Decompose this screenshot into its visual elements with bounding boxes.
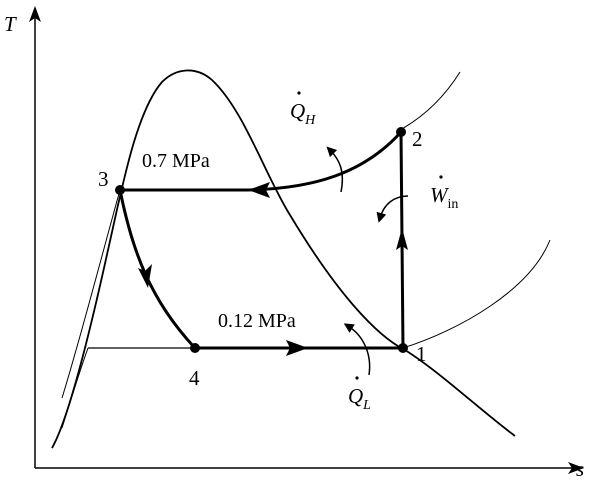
state-label-3: 3: [98, 167, 109, 191]
heat-in-subscript: L: [362, 398, 371, 413]
y-axis-label: T: [4, 12, 17, 36]
arrow-process-2-3: [248, 182, 270, 198]
isobar-high-right: [399, 71, 461, 131]
state-point-1: [398, 343, 408, 353]
work-in-label: W: [430, 183, 450, 207]
state-label-1: 1: [416, 342, 427, 366]
state-point-2: [396, 127, 406, 137]
heat-in-arrow: [343, 323, 371, 376]
x-axis-label: s: [576, 457, 584, 480]
heat-in-symbol: QL: [348, 376, 371, 413]
isobar-high-left: [61, 189, 121, 399]
heat-out-label: Q: [290, 99, 305, 123]
work-in-rate-dot: [439, 175, 443, 179]
svg-text:Win: Win: [430, 183, 458, 212]
heat-in-label: Q: [348, 384, 363, 408]
axes: T s: [4, 6, 584, 480]
y-axis-arrowhead: [29, 6, 41, 22]
arrow-process-4-1: [286, 340, 308, 356]
arrow-process-1-2: [396, 228, 408, 250]
svg-text:QL: QL: [348, 384, 371, 413]
state-label-4: 4: [189, 366, 200, 390]
x-axis-arrowhead: [568, 462, 584, 474]
pressure-label-low: 0.12 MPa: [218, 310, 296, 332]
heat-in-rate-dot: [355, 376, 359, 380]
heat-out-subscript: H: [304, 113, 316, 128]
work-in-arrow: [376, 195, 409, 223]
saturation-dome: [51, 69, 516, 449]
state-label-2: 2: [412, 127, 423, 151]
work-in-subscript: in: [448, 197, 459, 212]
svg-text:QH: QH: [290, 99, 316, 128]
work-in-symbol: Win: [430, 175, 458, 212]
isobar-low-right: [402, 239, 551, 349]
arrow-process-3-4: [138, 264, 152, 288]
state-point-4: [190, 343, 200, 353]
heat-out-arrow: [326, 146, 344, 193]
pressure-label-high: 0.7 MPa: [142, 150, 210, 172]
isobar-low-left: [61, 347, 89, 429]
heat-out-symbol: QH: [290, 91, 316, 128]
heat-out-rate-dot: [297, 91, 301, 95]
state-point-3: [115, 185, 125, 195]
process-3-4-expansion: [118, 189, 197, 350]
